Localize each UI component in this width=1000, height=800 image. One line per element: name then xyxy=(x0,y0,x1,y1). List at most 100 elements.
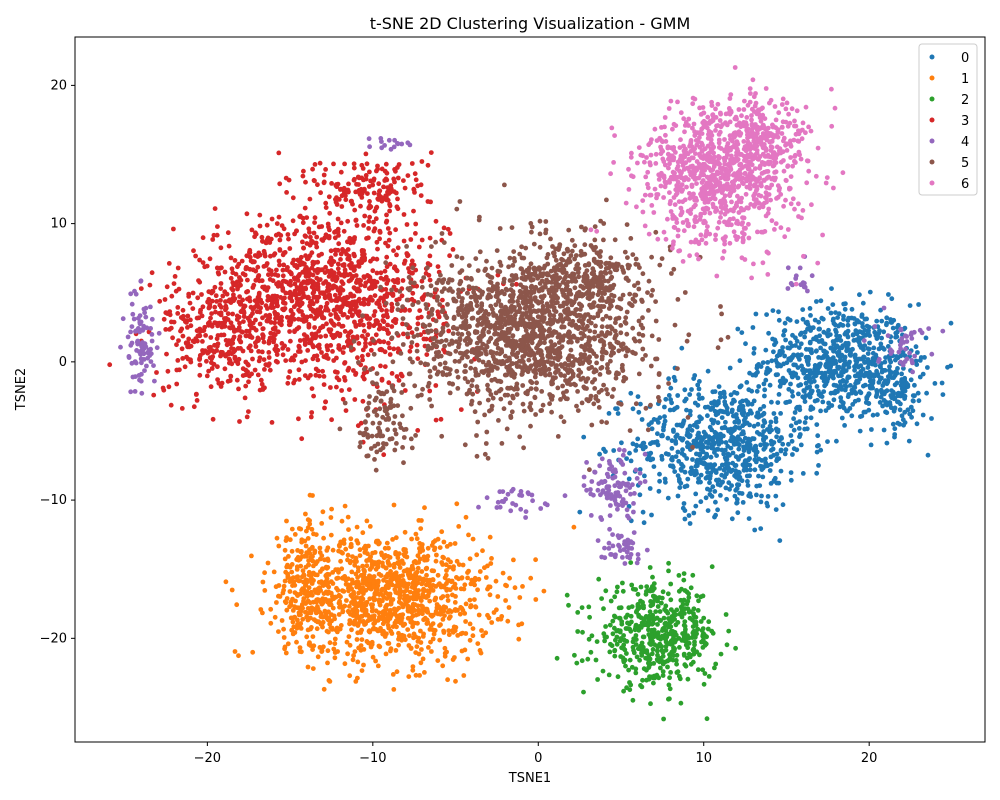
scatter-point xyxy=(714,433,720,439)
scatter-point xyxy=(462,582,468,588)
scatter-point xyxy=(702,404,708,410)
scatter-point xyxy=(332,641,338,646)
scatter-point xyxy=(227,358,233,363)
scatter-point xyxy=(266,272,271,278)
scatter-point xyxy=(623,615,629,620)
scatter-point xyxy=(326,584,332,590)
scatter-point xyxy=(691,422,697,428)
scatter-point xyxy=(376,326,382,332)
scatter-point xyxy=(410,664,416,669)
scatter-point xyxy=(894,325,900,330)
scatter-point xyxy=(818,393,824,399)
scatter-point xyxy=(311,617,317,622)
scatter-point xyxy=(232,258,238,263)
scatter-point xyxy=(816,326,822,332)
scatter-point xyxy=(363,151,369,157)
scatter-point xyxy=(228,275,234,281)
scatter-point xyxy=(443,562,449,568)
scatter-point xyxy=(593,657,599,663)
scatter-point xyxy=(179,406,185,411)
scatter-point xyxy=(280,352,286,358)
scatter-point xyxy=(321,172,327,178)
scatter-point xyxy=(326,678,332,683)
scatter-point xyxy=(321,591,327,596)
scatter-point xyxy=(670,632,675,637)
scatter-point xyxy=(848,383,853,388)
scatter-point xyxy=(801,370,807,376)
scatter-point xyxy=(519,621,525,627)
scatter-point xyxy=(674,404,680,410)
scatter-point xyxy=(870,412,876,418)
scatter-point xyxy=(722,447,728,453)
scatter-point xyxy=(790,393,796,399)
scatter-point xyxy=(865,346,871,351)
scatter-point xyxy=(807,340,813,346)
scatter-point xyxy=(707,492,713,497)
scatter-point xyxy=(831,397,837,403)
scatter-point xyxy=(408,344,414,350)
scatter-point xyxy=(261,357,267,362)
scatter-point xyxy=(662,404,667,410)
scatter-point xyxy=(447,608,452,613)
scatter-point xyxy=(685,676,691,682)
scatter-point xyxy=(385,614,391,620)
scatter-point xyxy=(348,536,354,542)
scatter-point xyxy=(388,628,394,634)
scatter-point xyxy=(372,597,378,602)
scatter-point xyxy=(663,644,669,649)
scatter-point xyxy=(460,630,465,636)
scatter-point xyxy=(690,572,696,578)
scatter-point xyxy=(338,558,343,564)
scatter-point xyxy=(754,430,760,435)
scatter-point xyxy=(228,255,234,261)
scatter-point xyxy=(333,247,339,253)
scatter-point xyxy=(282,343,287,349)
scatter-point xyxy=(390,597,396,602)
scatter-point xyxy=(617,615,622,621)
scatter-point xyxy=(359,597,364,603)
scatter-point xyxy=(888,339,894,345)
scatter-point xyxy=(714,453,719,458)
scatter-point xyxy=(743,341,748,347)
scatter-point xyxy=(633,626,639,631)
scatter-point xyxy=(276,629,281,634)
scatter-point xyxy=(849,306,855,312)
scatter-point xyxy=(341,541,347,546)
scatter-point xyxy=(382,545,388,551)
scatter-point xyxy=(665,591,671,597)
scatter-point xyxy=(319,350,324,355)
scatter-point xyxy=(396,636,401,642)
scatter-point xyxy=(688,585,694,591)
scatter-point xyxy=(368,347,374,353)
scatter-point xyxy=(320,509,326,515)
scatter-point xyxy=(684,456,690,461)
scatter-point xyxy=(761,381,767,387)
scatter-point xyxy=(331,358,337,363)
scatter-point xyxy=(673,441,679,446)
scatter-point xyxy=(472,597,477,602)
scatter-point xyxy=(175,358,181,363)
scatter-point xyxy=(396,583,402,589)
scatter-point xyxy=(418,660,424,666)
scatter-point xyxy=(305,525,311,531)
scatter-point xyxy=(304,634,310,640)
scatter-point xyxy=(512,585,518,591)
scatter-point xyxy=(345,552,351,558)
scatter-point xyxy=(401,212,407,217)
scatter-point xyxy=(347,309,353,315)
scatter-point xyxy=(236,356,242,362)
scatter-point xyxy=(314,599,319,605)
scatter-point xyxy=(218,353,223,359)
scatter-point xyxy=(318,190,323,196)
scatter-point xyxy=(648,701,653,707)
scatter-point xyxy=(287,579,293,584)
scatter-point xyxy=(377,644,383,650)
scatter-point xyxy=(317,645,323,650)
scatter-point xyxy=(424,609,430,614)
scatter-point xyxy=(341,589,347,594)
scatter-point xyxy=(672,469,678,474)
scatter-point xyxy=(372,293,378,298)
scatter-point xyxy=(363,340,368,346)
scatter-point xyxy=(743,415,748,421)
scatter-point xyxy=(339,388,344,393)
